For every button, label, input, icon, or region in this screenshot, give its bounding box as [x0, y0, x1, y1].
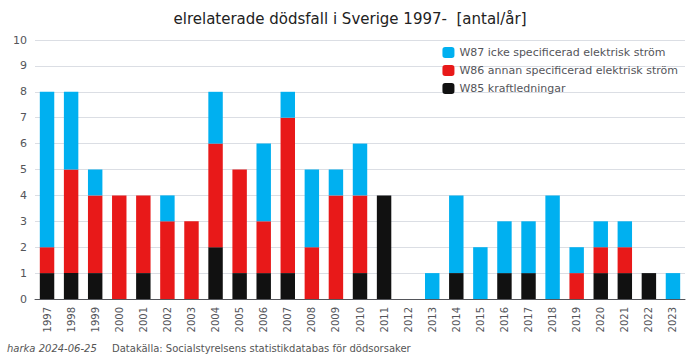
- svg-text:1999: 1999: [90, 307, 101, 332]
- svg-text:elrelaterade dödsfall i Sverig: elrelaterade dödsfall i Sverige 1997- [a…: [173, 10, 526, 28]
- svg-text:10: 10: [13, 34, 27, 47]
- svg-text:2017: 2017: [523, 307, 534, 332]
- svg-text:W86 annan specificerad elektri: W86 annan specificerad elektrisk ström: [459, 64, 678, 77]
- svg-text:2005: 2005: [234, 307, 245, 332]
- svg-text:2014: 2014: [451, 307, 462, 332]
- svg-text:2023: 2023: [667, 307, 678, 332]
- svg-text:4: 4: [20, 189, 27, 202]
- svg-text:5: 5: [20, 163, 27, 176]
- svg-text:2004: 2004: [210, 307, 221, 332]
- svg-text:harka 2024-06-25: harka 2024-06-25: [7, 343, 97, 354]
- svg-text:9: 9: [20, 59, 27, 72]
- svg-text:1998: 1998: [66, 307, 77, 332]
- svg-text:2021: 2021: [619, 307, 630, 332]
- svg-text:6: 6: [20, 137, 27, 150]
- svg-text:2015: 2015: [475, 307, 486, 332]
- svg-text:2016: 2016: [499, 307, 510, 332]
- svg-text:2022: 2022: [643, 307, 654, 332]
- svg-text:2: 2: [20, 241, 27, 254]
- svg-text:2009: 2009: [330, 307, 341, 332]
- svg-text:2019: 2019: [571, 307, 582, 332]
- svg-text:2013: 2013: [427, 307, 438, 332]
- svg-text:2018: 2018: [547, 307, 558, 332]
- svg-text:1: 1: [20, 267, 27, 280]
- svg-text:7: 7: [20, 111, 27, 124]
- svg-text:2006: 2006: [258, 307, 269, 332]
- svg-text:0: 0: [20, 293, 27, 306]
- svg-text:W85 kraftledningar: W85 kraftledningar: [459, 82, 566, 95]
- svg-text:W87 icke specificerad elektris: W87 icke specificerad elektrisk ström: [459, 46, 665, 59]
- svg-text:2007: 2007: [282, 307, 293, 332]
- svg-text:1997: 1997: [42, 307, 53, 332]
- svg-text:2012: 2012: [403, 307, 414, 332]
- svg-text:Datakälla: Socialstyrelsens st: Datakälla: Socialstyrelsens statistikdat…: [112, 343, 412, 354]
- svg-text:2000: 2000: [114, 307, 125, 332]
- svg-text:2002: 2002: [162, 307, 173, 332]
- svg-text:2010: 2010: [355, 307, 366, 332]
- svg-text:2020: 2020: [595, 307, 606, 332]
- svg-text:2008: 2008: [306, 307, 317, 332]
- svg-text:3: 3: [20, 215, 27, 228]
- svg-text:8: 8: [20, 85, 27, 98]
- svg-text:2011: 2011: [379, 307, 390, 332]
- svg-text:2001: 2001: [138, 307, 149, 332]
- svg-text:2003: 2003: [186, 307, 197, 332]
